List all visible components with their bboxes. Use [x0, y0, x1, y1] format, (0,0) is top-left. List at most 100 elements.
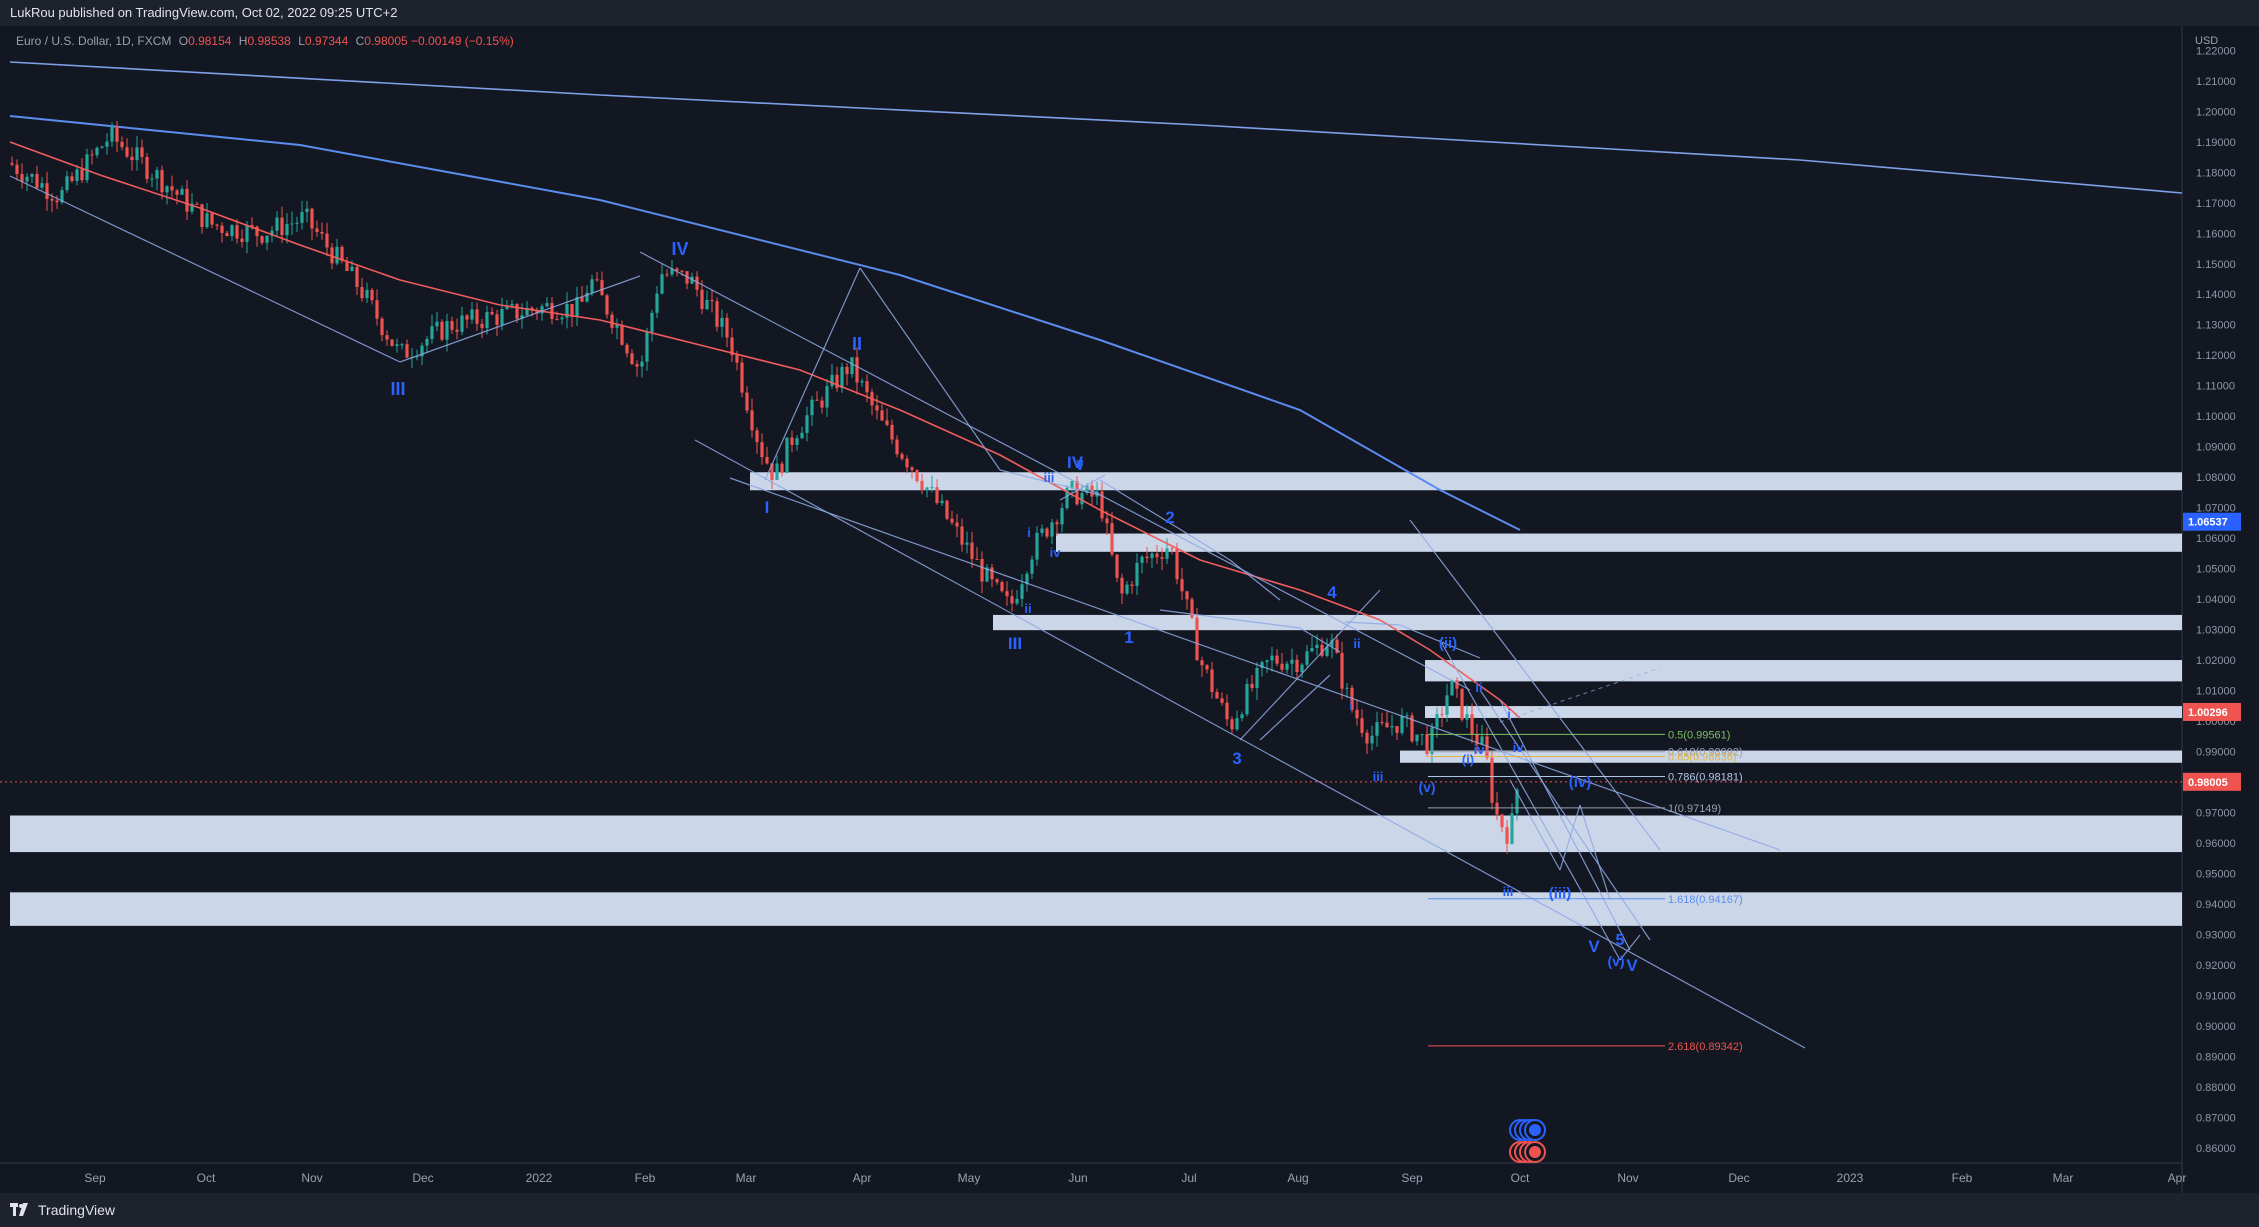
y-tick-label: 0.99000: [2196, 746, 2236, 758]
candle-body: [895, 439, 899, 455]
trend-line: [1229, 559, 1281, 601]
candle-body: [120, 141, 124, 148]
trend-line: [1059, 474, 1106, 501]
candle-body: [415, 356, 419, 358]
price-tag-label: 0.98005: [2188, 777, 2228, 789]
candle-body: [1415, 734, 1419, 742]
candle-body: [1315, 644, 1319, 649]
candle-body: [1150, 553, 1154, 559]
candle-body: [1110, 523, 1114, 555]
candle-body: [1010, 596, 1014, 604]
candle-body: [60, 190, 64, 203]
candle-body: [845, 366, 849, 375]
candle-body: [1410, 715, 1414, 742]
candle-body: [1310, 648, 1314, 652]
candle-body: [445, 321, 449, 340]
candle-body: [235, 225, 239, 239]
candle-body: [655, 293, 659, 313]
y-tick-label: 0.96000: [2196, 838, 2236, 850]
candle-body: [85, 154, 89, 181]
candle-body: [840, 366, 844, 389]
candle-body: [180, 188, 184, 195]
wave-label: (v): [1418, 779, 1435, 795]
tradingview-brand[interactable]: TradingView: [38, 1202, 116, 1218]
candle-body: [250, 225, 254, 227]
candle-body: [1280, 663, 1284, 670]
candle-body: [1000, 582, 1004, 592]
candle-body: [920, 480, 924, 491]
y-tick-label: 0.87000: [2196, 1112, 2236, 1124]
candle-body: [140, 147, 144, 158]
candle-body: [1470, 714, 1474, 735]
y-tick-label: 0.89000: [2196, 1051, 2236, 1063]
wave-label: iii: [1503, 884, 1514, 899]
price-zone: [10, 892, 2182, 926]
candle-body: [370, 289, 374, 301]
candle-body: [550, 303, 554, 319]
candle-body: [65, 176, 69, 191]
candle-body: [1380, 722, 1384, 724]
candle-body: [1500, 814, 1504, 828]
wave-label: III: [390, 379, 405, 399]
candle-body: [420, 345, 424, 357]
high-value: 0.98538: [247, 34, 291, 48]
candle-body: [1515, 789, 1519, 814]
trend-line: [1259, 674, 1331, 741]
candle-body: [115, 126, 119, 142]
candle-body: [560, 317, 564, 320]
candle-body: [1340, 652, 1344, 689]
candle-body: [290, 223, 294, 225]
candle-body: [950, 518, 954, 523]
trend-line: [1559, 804, 1581, 871]
candle-body: [635, 364, 639, 367]
candle-body: [460, 315, 464, 332]
price-tag-bg: [2183, 512, 2241, 531]
x-tick-label: Dec: [412, 1171, 433, 1185]
candle-body: [305, 208, 309, 213]
candle-body: [1050, 522, 1054, 537]
candle-body: [55, 200, 59, 203]
trend-line: [1239, 589, 1381, 741]
trend-line: [859, 267, 1001, 471]
candle-body: [665, 274, 669, 276]
event-icon-dot: [1529, 1146, 1541, 1158]
candle-body: [315, 228, 319, 232]
candle-body: [1190, 599, 1194, 618]
candle-body: [900, 454, 904, 459]
y-tick-label: 0.91000: [2196, 990, 2236, 1002]
candle-body: [260, 236, 264, 243]
x-tick-label: Feb: [635, 1171, 656, 1185]
y-tick-label: 1.08000: [2196, 472, 2236, 484]
candle-body: [1040, 528, 1044, 533]
candles-group: [10, 120, 1519, 854]
candle-body: [1490, 757, 1494, 803]
y-tick-label: 1.22000: [2196, 45, 2236, 57]
candle-body: [230, 225, 234, 237]
candle-body: [405, 344, 409, 358]
y-tick-label: 1.07000: [2196, 503, 2236, 515]
candle-body: [1275, 655, 1279, 664]
candle-body: [135, 147, 139, 161]
y-tick-label: 0.92000: [2196, 960, 2236, 972]
y-tick-label: 0.95000: [2196, 868, 2236, 880]
candle-body: [1140, 556, 1144, 563]
y-tick-label: 1.21000: [2196, 76, 2236, 88]
chart-area[interactable]: [10, 30, 2180, 1165]
candle-body: [1250, 683, 1254, 689]
y-tick-label: 1.04000: [2196, 594, 2236, 606]
candle-body: [780, 463, 784, 473]
candle-body: [945, 500, 949, 519]
candle-body: [350, 266, 354, 271]
candle-body: [1105, 518, 1109, 524]
trend-line: [1399, 624, 1481, 659]
candle-body: [1445, 695, 1449, 715]
wave-label: V: [1626, 956, 1638, 975]
candle-body: [1130, 584, 1134, 586]
candle-body: [20, 174, 24, 182]
candle-body: [1220, 698, 1224, 703]
candle-body: [980, 559, 984, 582]
candle-body: [385, 335, 389, 340]
fib-level-label: 0.618(0.98992): [1668, 747, 1743, 759]
candle-body: [1200, 660, 1204, 666]
